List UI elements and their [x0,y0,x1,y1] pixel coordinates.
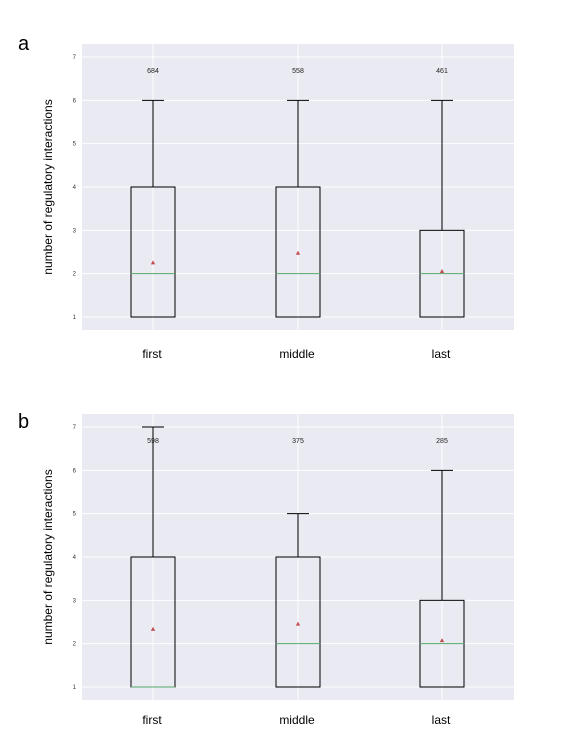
y-tick-label-7: 7 [73,55,77,61]
count-label-last: 285 [436,438,448,445]
mean-marker-middle [295,621,301,626]
count-label-first: 684 [147,68,159,75]
y-axis-label: number of regulatory interactions [41,99,55,274]
y-tick-label-4: 4 [73,185,77,191]
box-middle [275,556,321,688]
count-label-middle: 558 [292,68,304,75]
y-tick-label-3: 3 [73,228,77,234]
y-tick-label-6: 6 [73,468,77,474]
y-tick-label-2: 2 [73,272,77,278]
panel-label-b: b [18,411,29,433]
count-label-first: 598 [147,438,159,445]
y-tick-label-6: 6 [73,98,77,104]
mean-marker-first [150,260,156,265]
mean-marker-first [150,626,156,631]
mean-marker-last [439,269,445,273]
x-tick-label-middle: middle [279,347,315,361]
y-tick-label-3: 3 [73,598,77,604]
y-tick-label-7: 7 [73,425,77,431]
y-axis-label: number of regulatory interactions [41,469,55,644]
x-tick-label-last: last [432,347,451,361]
box-first [130,186,176,318]
y-tick-label-2: 2 [73,642,77,648]
x-tick-label-middle: middle [279,713,315,727]
mean-marker-middle [295,250,301,255]
panel-label-a: a [18,33,30,55]
box-middle [275,186,321,318]
y-tick-label-1: 1 [73,685,77,691]
y-tick-label-5: 5 [73,142,77,148]
count-label-last: 461 [436,68,448,75]
y-tick-label-1: 1 [73,315,77,321]
y-tick-label-4: 4 [73,555,77,561]
mean-marker-last [439,638,445,643]
x-tick-label-first: first [142,713,162,727]
y-tick-label-5: 5 [73,512,77,518]
count-label-middle: 375 [292,438,304,445]
x-tick-label-last: last [432,713,451,727]
x-tick-label-first: first [142,347,162,361]
